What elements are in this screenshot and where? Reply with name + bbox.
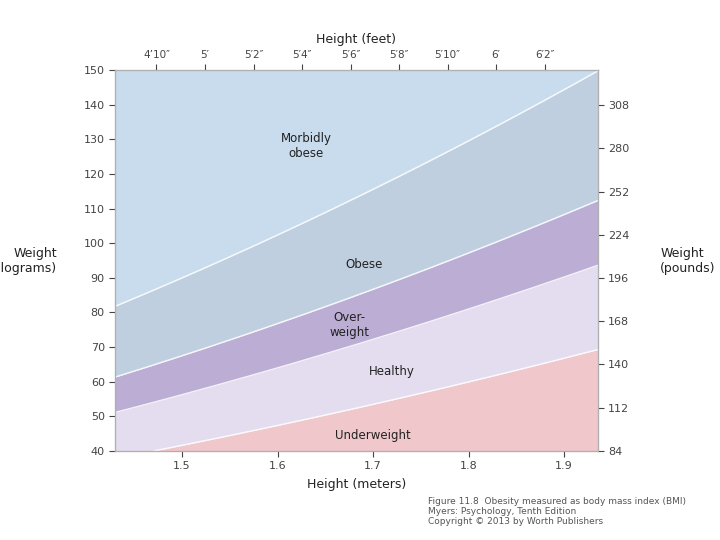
X-axis label: Height (feet): Height (feet) (316, 33, 397, 46)
Text: Morbidly
obese: Morbidly obese (281, 132, 332, 160)
Text: Underweight: Underweight (336, 429, 411, 442)
Text: Over-
weight: Over- weight (329, 310, 369, 339)
Text: Healthy: Healthy (369, 365, 415, 378)
Y-axis label: Weight
(kilograms): Weight (kilograms) (0, 247, 58, 274)
Text: Figure 11.8  Obesity measured as body mass index (BMI)
Myers: Psychology, Tenth : Figure 11.8 Obesity measured as body mas… (428, 497, 686, 526)
Y-axis label: Weight
(pounds): Weight (pounds) (660, 247, 716, 274)
Text: Obese: Obese (345, 258, 382, 271)
X-axis label: Height (meters): Height (meters) (307, 478, 406, 491)
